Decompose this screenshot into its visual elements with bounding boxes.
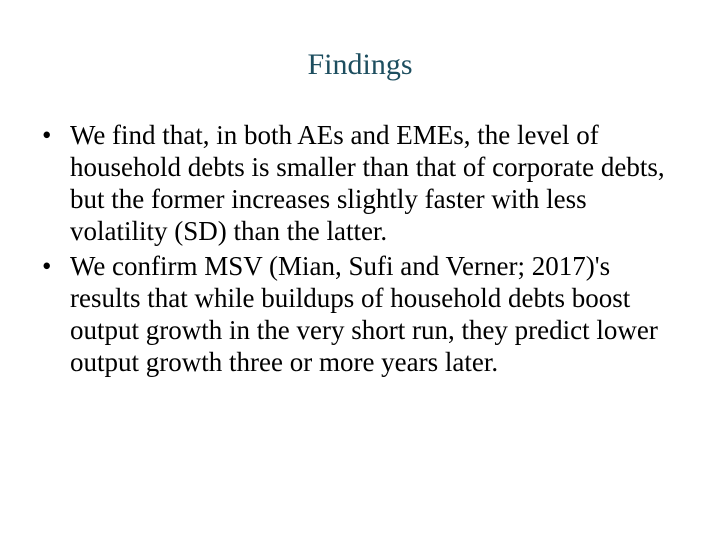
slide-title: Findings [0,48,720,82]
bullet-list: We find that, in both AEs and EMEs, the … [36,120,684,379]
slide: Findings We find that, in both AEs and E… [0,0,720,540]
bullet-text: We confirm MSV (Mian, Sufi and Verner; 2… [70,251,658,377]
bullet-text: We find that, in both AEs and EMEs, the … [70,120,665,246]
slide-body: We find that, in both AEs and EMEs, the … [36,120,684,383]
bullet-item: We find that, in both AEs and EMEs, the … [36,120,684,247]
bullet-item: We confirm MSV (Mian, Sufi and Verner; 2… [36,251,684,378]
